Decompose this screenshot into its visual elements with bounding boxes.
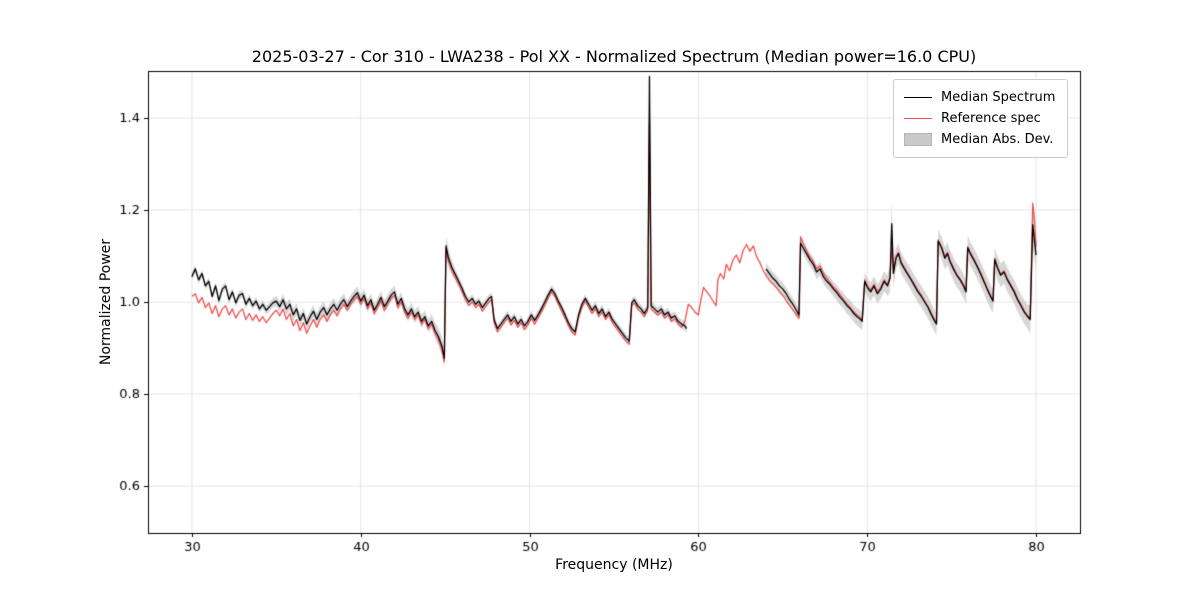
median-spectrum-line-swatch-icon <box>904 97 932 98</box>
legend-item-median-abs-dev: Median Abs. Dev. <box>904 129 1055 150</box>
legend: Median Spectrum Reference spec Median Ab… <box>893 79 1069 158</box>
legend-item-median-spectrum: Median Spectrum <box>904 87 1055 108</box>
legend-label-median-abs-dev: Median Abs. Dev. <box>941 132 1054 147</box>
y-axis-label: Normalized Power <box>98 238 114 366</box>
chart-title: 2025-03-27 - Cor 310 - LWA238 - Pol XX -… <box>251 47 977 66</box>
x-axis-label: Frequency (MHz) <box>555 557 673 573</box>
reference-spec-line-swatch-icon <box>904 118 932 119</box>
median-abs-dev-patch-swatch-icon <box>904 133 932 146</box>
legend-label-reference-spec: Reference spec <box>941 111 1041 126</box>
legend-item-reference-spec: Reference spec <box>904 108 1055 129</box>
legend-label-median-spectrum: Median Spectrum <box>941 90 1056 105</box>
